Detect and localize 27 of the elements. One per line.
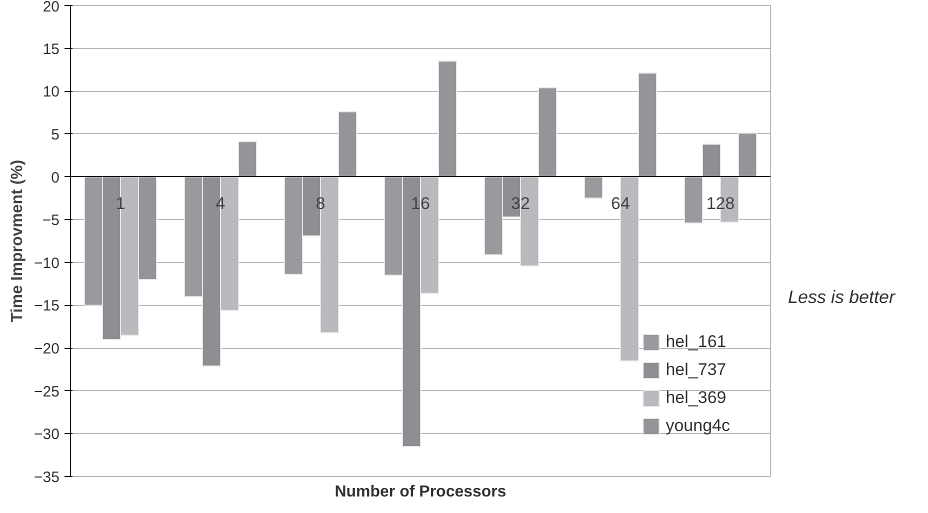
- y-tick-label: 10: [42, 84, 60, 101]
- y-axis-title: Time Improvment (%): [9, 160, 26, 322]
- y-tick-label: −35: [34, 469, 60, 486]
- bar: [584, 176, 603, 199]
- x-tick-label: 16: [411, 194, 430, 213]
- legend-label: hel_369: [666, 388, 726, 408]
- y-tick-label: −20: [34, 340, 60, 358]
- y-tick-label: 15: [42, 40, 60, 58]
- legend-label: hel_161: [666, 332, 726, 352]
- legend-label: hel_737: [666, 360, 726, 380]
- y-tick-label: 20: [42, 0, 60, 16]
- y-tick-label: −30: [34, 426, 60, 444]
- y-tick-label: 0: [51, 169, 60, 186]
- y-tick-label: −5: [42, 212, 60, 230]
- x-tick-label: 1: [116, 194, 126, 213]
- x-tick-label: 8: [316, 194, 326, 213]
- y-tick-label: 5: [51, 126, 60, 144]
- x-tick-label: 64: [611, 194, 630, 213]
- y-tick-label: −10: [34, 254, 60, 272]
- x-tick-label: 4: [216, 194, 226, 213]
- y-tick-label: −25: [34, 383, 60, 400]
- x-tick-label: 128: [706, 194, 735, 213]
- text: Less is better: [788, 286, 896, 309]
- y-tick-label: −15: [34, 298, 60, 315]
- x-tick-label: 32: [511, 194, 530, 213]
- x-axis-title: Number of Processors: [334, 484, 506, 500]
- legend-label: young4c: [666, 416, 730, 436]
